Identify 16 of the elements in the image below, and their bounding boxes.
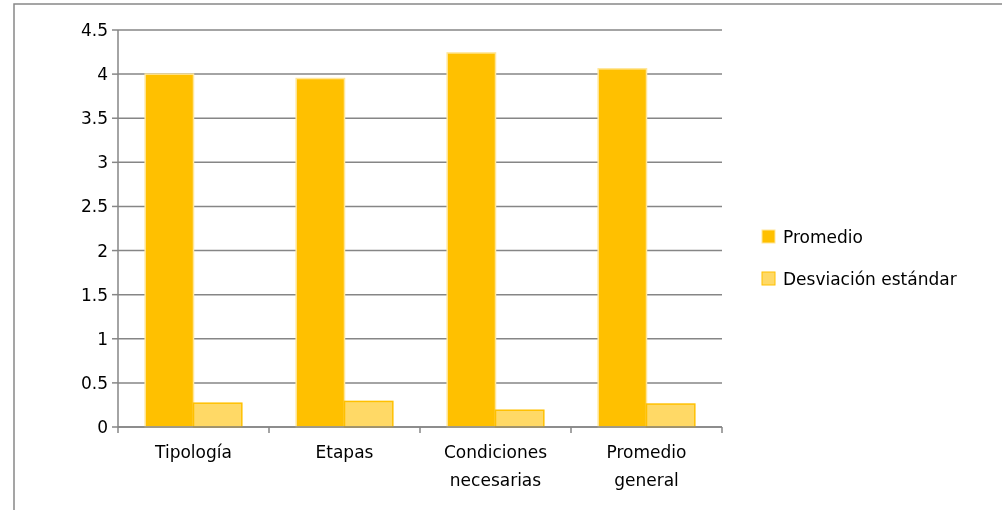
y-tick-label: 2.5	[80, 196, 108, 217]
y-tick-label: 1.5	[80, 284, 108, 305]
x-tick-label: Etapas	[315, 442, 374, 462]
legend-label: Desviación estándar	[783, 268, 957, 289]
y-tick-label: 2	[97, 240, 108, 261]
x-tick-label: Condiciones necesarias	[443, 442, 548, 490]
x-tick-label: Tipología	[154, 442, 232, 462]
y-tick-label: 3	[97, 152, 108, 173]
legend-label: Promedio	[783, 226, 863, 247]
y-tick-label: 0	[97, 416, 108, 437]
y-tick-label: 1	[97, 328, 108, 349]
y-tick-label: 4.5	[80, 19, 108, 40]
y-tick-label: 4	[97, 64, 108, 85]
y-tick-label: 3.5	[80, 108, 108, 129]
y-tick-label: 0.5	[80, 372, 108, 393]
x-tick-label: Promedio general	[606, 442, 687, 490]
